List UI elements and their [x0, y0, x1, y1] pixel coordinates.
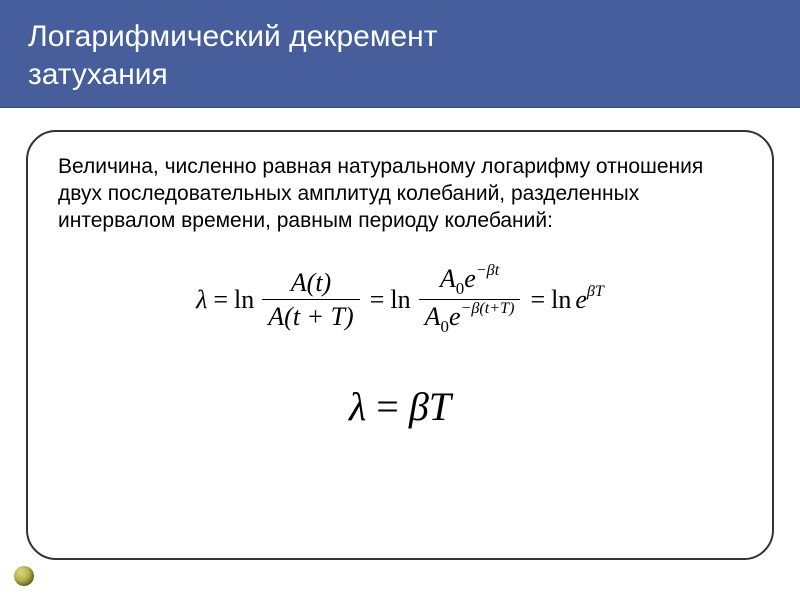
fraction-2: A0e−βt A0e−β(t+T)	[419, 263, 521, 337]
result-lambda: λ	[349, 383, 366, 430]
decorative-bullet-icon	[14, 566, 34, 586]
formula-result: λ = βT	[58, 383, 742, 430]
slide-title-line2: затухания	[28, 56, 772, 94]
frac1-numerator: A(t)	[285, 267, 337, 298]
definition-text: Величина, численно равная натуральному л…	[58, 154, 742, 235]
ln-3: ln	[551, 285, 575, 315]
symbol-lambda: λ	[196, 285, 207, 315]
slide-header: Логарифмический декремент затухания	[0, 0, 800, 108]
equals-1: =	[207, 285, 234, 315]
equals-2: =	[364, 285, 391, 315]
frac1-denominator: A(t + T)	[262, 301, 359, 332]
result-rhs: βT	[409, 383, 451, 430]
formula-derivation: λ = ln A(t) A(t + T) = ln A0e−βt	[58, 263, 742, 337]
frac2-numerator: A0e−βt	[434, 263, 505, 298]
frac1-bar	[262, 299, 359, 300]
term3: eβT	[575, 285, 604, 315]
fraction-1: A(t) A(t + T)	[262, 267, 359, 332]
ln-2: ln	[390, 285, 414, 315]
slide-title-line1: Логарифмический декремент	[28, 18, 772, 56]
content-frame: Величина, численно равная натуральному л…	[26, 130, 774, 560]
result-equals: =	[366, 383, 409, 430]
frac2-denominator: A0e−β(t+T)	[419, 301, 521, 336]
equals-3: =	[524, 285, 551, 315]
ln-1: ln	[234, 285, 258, 315]
